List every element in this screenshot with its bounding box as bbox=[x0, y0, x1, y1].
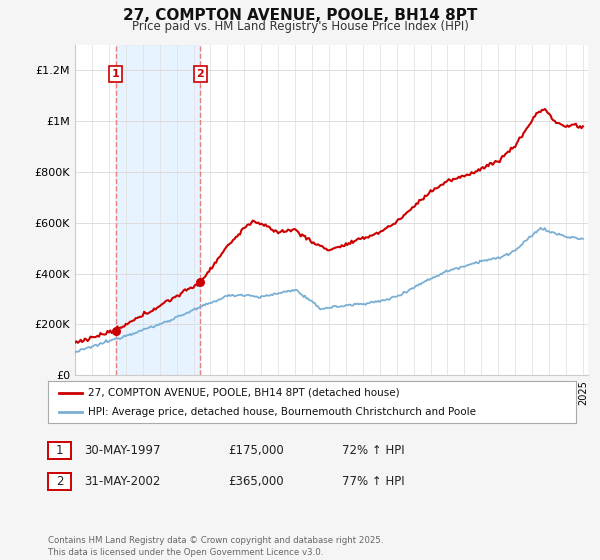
Text: HPI: Average price, detached house, Bournemouth Christchurch and Poole: HPI: Average price, detached house, Bour… bbox=[88, 407, 476, 417]
Text: £365,000: £365,000 bbox=[228, 475, 284, 488]
Text: £175,000: £175,000 bbox=[228, 444, 284, 458]
Text: 27, COMPTON AVENUE, POOLE, BH14 8PT (detached house): 27, COMPTON AVENUE, POOLE, BH14 8PT (det… bbox=[88, 388, 399, 398]
Bar bbox=[116, 45, 200, 375]
Text: Price paid vs. HM Land Registry's House Price Index (HPI): Price paid vs. HM Land Registry's House … bbox=[131, 20, 469, 32]
Text: 30-MAY-1997: 30-MAY-1997 bbox=[84, 444, 161, 458]
Text: 2: 2 bbox=[56, 475, 63, 488]
Text: 31-MAY-2002: 31-MAY-2002 bbox=[84, 475, 160, 488]
Text: 1: 1 bbox=[112, 69, 119, 79]
Text: 27, COMPTON AVENUE, POOLE, BH14 8PT: 27, COMPTON AVENUE, POOLE, BH14 8PT bbox=[123, 8, 477, 24]
Text: 72% ↑ HPI: 72% ↑ HPI bbox=[342, 444, 404, 458]
Text: 77% ↑ HPI: 77% ↑ HPI bbox=[342, 475, 404, 488]
Text: 2: 2 bbox=[197, 69, 205, 79]
Text: 1: 1 bbox=[56, 444, 63, 458]
Text: Contains HM Land Registry data © Crown copyright and database right 2025.
This d: Contains HM Land Registry data © Crown c… bbox=[48, 536, 383, 557]
